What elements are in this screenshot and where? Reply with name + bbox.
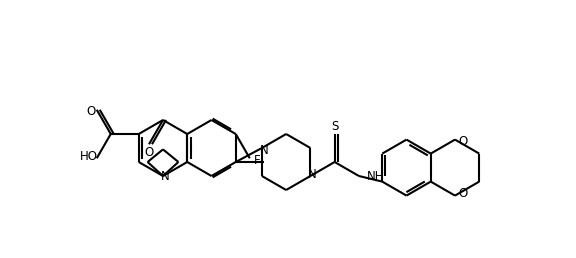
Text: HO: HO: [79, 150, 98, 163]
Text: O: O: [458, 187, 468, 200]
Text: NH: NH: [367, 170, 384, 182]
Text: N: N: [161, 171, 169, 183]
Text: O: O: [86, 105, 96, 118]
Text: N: N: [308, 167, 317, 181]
Text: O: O: [145, 146, 154, 159]
Text: N: N: [260, 143, 268, 157]
Text: O: O: [458, 135, 468, 148]
Text: S: S: [331, 119, 338, 133]
Text: F: F: [253, 154, 260, 167]
